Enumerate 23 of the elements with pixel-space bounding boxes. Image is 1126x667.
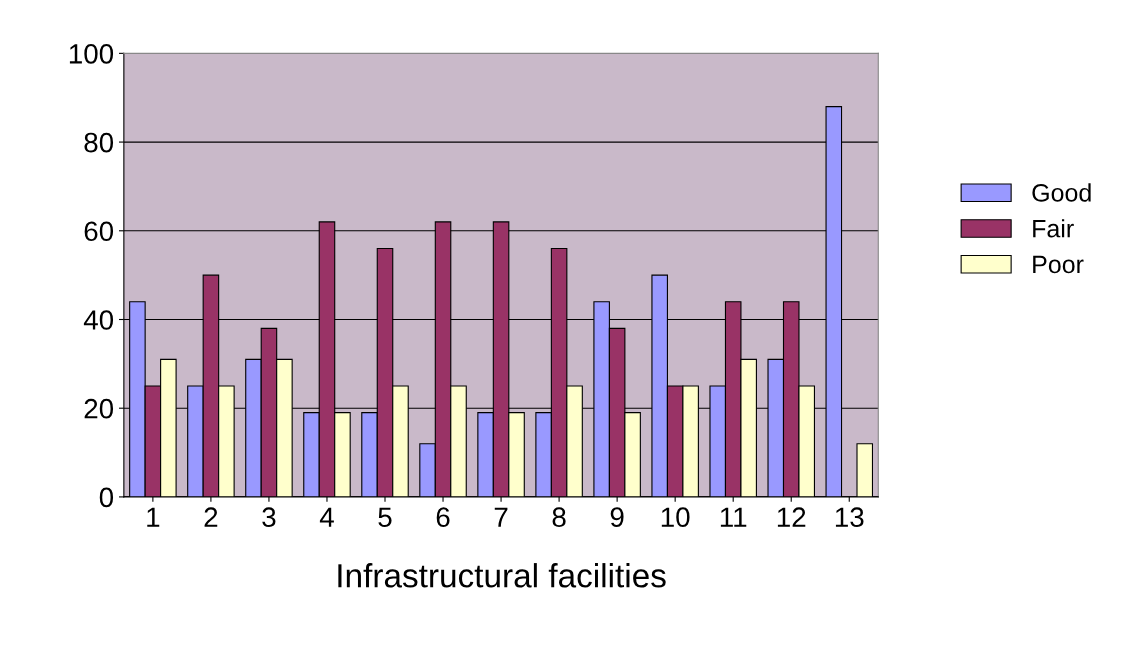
x-tick-label: 11 [720, 507, 747, 527]
y-tick-label: 20 [84, 398, 114, 419]
x-tick-label: 10 [661, 507, 690, 528]
x-tick-label: 6 [436, 507, 450, 528]
x-tick-label: 4 [319, 507, 334, 527]
x-tick-label: 3 [262, 507, 276, 528]
x-tick-label: 2 [204, 507, 218, 527]
y-tick-label: 0 [99, 487, 114, 508]
y-tick-label: 80 [84, 132, 114, 153]
legend-label: Poor [1033, 255, 1084, 274]
legend-label: Good [1032, 183, 1091, 202]
x-tick-label: 9 [610, 507, 624, 528]
legend-label: Fair [1033, 219, 1074, 238]
x-tick-label: 8 [552, 507, 566, 528]
x-tick-label: 7 [494, 507, 508, 527]
x-tick-label: 13 [835, 507, 864, 528]
x-tick-label: 12 [777, 507, 806, 527]
y-tick-label: 100 [69, 44, 114, 64]
x-tick-label: 5 [378, 507, 392, 528]
y-tick-label: 60 [84, 221, 114, 242]
x-axis-title: Infrastructural facilities [338, 563, 666, 588]
y-tick-label: 40 [83, 310, 114, 330]
x-tick-label: 1 [147, 507, 160, 527]
